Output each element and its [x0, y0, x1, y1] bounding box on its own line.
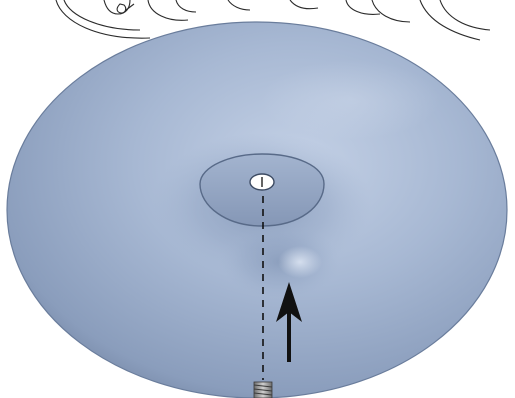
insertion-arrow: [276, 282, 302, 362]
threaded-bolt: [253, 381, 273, 398]
decorative-line-art: [55, 0, 491, 41]
center-hole: [249, 173, 275, 191]
